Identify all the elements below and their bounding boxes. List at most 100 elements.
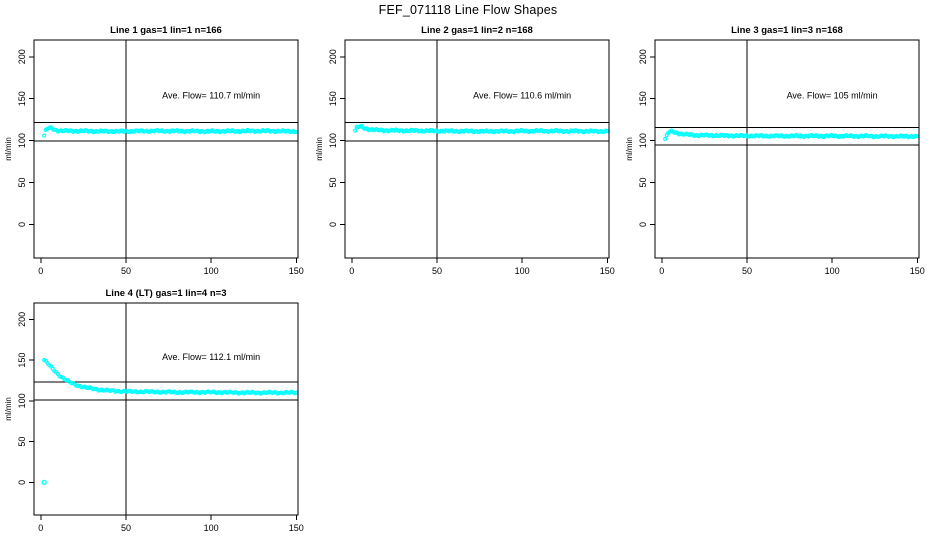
y-tick-label: 150 bbox=[328, 91, 338, 106]
data-point bbox=[64, 378, 69, 383]
data-point bbox=[92, 386, 98, 391]
subplot-1: 0 50 100 150 0 50 100 150 200 ml/min Line 1 gas=1 … bbox=[4, 25, 304, 276]
data-point bbox=[165, 389, 170, 394]
data-point bbox=[140, 390, 145, 395]
subplot-title: Line 1 gas=1 lin=1 n=166 bbox=[110, 25, 222, 36]
x-tick-label: 150 bbox=[600, 266, 615, 276]
y-tick-label: 200 bbox=[17, 312, 27, 327]
y-tick-label: 100 bbox=[328, 133, 338, 148]
data-point bbox=[131, 389, 136, 394]
data-point bbox=[405, 129, 411, 134]
x-tick-label: 150 bbox=[289, 523, 304, 533]
y-tick-label: 0 bbox=[638, 222, 648, 227]
data-point bbox=[285, 128, 290, 133]
subplot-4: 0 50 100 150 0 50 100 150 200 ml/min Line 4 (LT) g… bbox=[4, 288, 304, 533]
plot-box bbox=[344, 39, 610, 259]
y-tick-label: 200 bbox=[17, 49, 27, 64]
data-point bbox=[663, 136, 668, 141]
data-point bbox=[143, 389, 148, 394]
plot-box bbox=[33, 302, 299, 516]
y-tick-label: 50 bbox=[17, 437, 27, 447]
y-tick-label: 200 bbox=[328, 49, 338, 64]
flow-data-points bbox=[663, 128, 920, 141]
subplot-title: Line 2 gas=1 lin=2 n=168 bbox=[421, 25, 533, 36]
x-tick-label: 100 bbox=[825, 266, 840, 276]
ave-flow-annotation: Ave. Flow= 112.1 ml/min bbox=[162, 352, 260, 362]
y-tick-label: 50 bbox=[17, 178, 27, 188]
flow-data-points bbox=[42, 125, 299, 138]
data-point bbox=[723, 132, 728, 138]
subplot-title: Line 4 (LT) gas=1 lin=4 n=3 bbox=[106, 288, 227, 299]
y-tick-label: 150 bbox=[638, 91, 648, 106]
x-tick-label: 50 bbox=[432, 266, 442, 276]
data-point bbox=[101, 388, 106, 393]
data-point bbox=[263, 390, 268, 396]
y-tick-label: 0 bbox=[328, 222, 338, 227]
y-tick-label: 0 bbox=[17, 480, 27, 485]
data-point bbox=[353, 128, 358, 133]
data-point bbox=[109, 388, 114, 393]
subplot-3: 0 50 100 150 0 50 100 150 200 ml/min Line 3 gas=1 … bbox=[625, 25, 925, 276]
data-point bbox=[42, 133, 47, 138]
x-tick-label: 0 bbox=[349, 266, 354, 276]
data-point bbox=[148, 389, 153, 394]
plot-box bbox=[654, 39, 920, 259]
flow-data-points bbox=[42, 358, 299, 396]
y-tick-label: 200 bbox=[638, 49, 648, 64]
y-tick-label: 100 bbox=[17, 133, 27, 148]
y-axis-label: ml/min bbox=[4, 137, 13, 161]
y-tick-label: 150 bbox=[17, 353, 27, 368]
x-tick-label: 0 bbox=[659, 266, 664, 276]
x-tick-label: 150 bbox=[910, 266, 925, 276]
data-point bbox=[285, 390, 290, 395]
outlier-point bbox=[41, 479, 47, 486]
flow-data-points bbox=[353, 123, 610, 135]
x-tick-label: 100 bbox=[515, 266, 530, 276]
y-tick-label: 50 bbox=[328, 178, 338, 188]
data-point bbox=[731, 134, 736, 139]
data-point bbox=[421, 129, 426, 134]
x-tick-label: 50 bbox=[121, 266, 131, 276]
data-point bbox=[715, 133, 721, 139]
data-point bbox=[903, 133, 908, 138]
subplot-2: 0 50 100 150 0 50 100 150 200 ml/min Line 2 gas=1 … bbox=[315, 25, 615, 276]
subplot-title: Line 3 gas=1 lin=3 n=168 bbox=[731, 25, 843, 36]
data-point bbox=[255, 390, 260, 395]
ave-flow-annotation: Ave. Flow= 105 ml/min bbox=[787, 91, 878, 101]
x-tick-label: 0 bbox=[38, 523, 43, 533]
data-point bbox=[103, 128, 108, 133]
data-point bbox=[76, 383, 81, 388]
y-tick-label: 150 bbox=[17, 91, 27, 106]
ave-flow-annotation: Ave. Flow= 110.6 ml/min bbox=[473, 91, 571, 101]
plot-box bbox=[33, 39, 299, 259]
x-tick-label: 100 bbox=[204, 523, 219, 533]
y-tick-label: 100 bbox=[638, 133, 648, 148]
y-axis-label: ml/min bbox=[4, 397, 13, 421]
data-point bbox=[600, 130, 605, 135]
data-point bbox=[69, 381, 74, 386]
data-point bbox=[272, 390, 277, 395]
data-point bbox=[126, 388, 131, 393]
x-tick-label: 50 bbox=[742, 266, 752, 276]
x-tick-label: 150 bbox=[289, 266, 304, 276]
y-tick-label: 100 bbox=[17, 393, 27, 408]
data-point bbox=[292, 130, 297, 135]
x-tick-label: 50 bbox=[121, 523, 131, 533]
page-title: FEF_071118 Line Flow Shapes bbox=[378, 3, 558, 17]
data-point bbox=[246, 390, 251, 395]
y-axis-label: ml/min bbox=[315, 137, 324, 161]
data-point bbox=[174, 390, 179, 395]
y-tick-label: 0 bbox=[17, 222, 27, 227]
data-point bbox=[135, 390, 140, 395]
ave-flow-annotation: Ave. Flow= 110.7 ml/min bbox=[162, 91, 260, 101]
x-tick-label: 0 bbox=[38, 266, 43, 276]
data-point bbox=[152, 390, 157, 395]
x-tick-label: 100 bbox=[204, 266, 219, 276]
data-point bbox=[207, 390, 213, 395]
data-point bbox=[118, 389, 123, 395]
y-tick-label: 50 bbox=[638, 178, 648, 188]
y-axis-label: ml/min bbox=[625, 137, 634, 161]
data-point bbox=[160, 389, 165, 394]
